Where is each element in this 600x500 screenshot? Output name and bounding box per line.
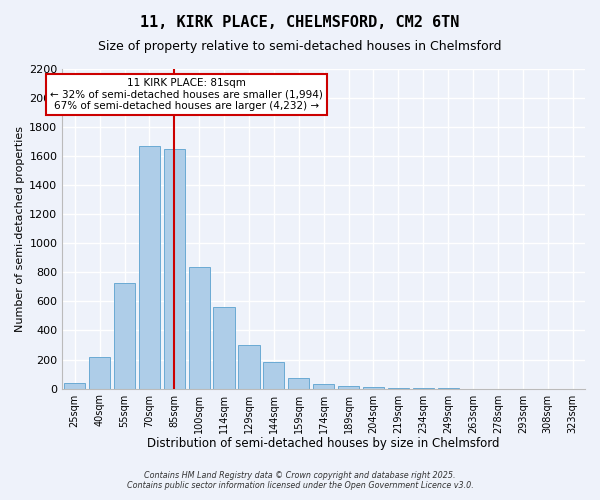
Bar bbox=[338, 386, 359, 388]
Text: Contains HM Land Registry data © Crown copyright and database right 2025.
Contai: Contains HM Land Registry data © Crown c… bbox=[127, 470, 473, 490]
Bar bbox=[214, 307, 235, 388]
Bar bbox=[188, 266, 210, 388]
Bar bbox=[89, 356, 110, 388]
Bar bbox=[288, 378, 310, 388]
Bar bbox=[313, 384, 334, 388]
Bar bbox=[164, 149, 185, 388]
Bar bbox=[139, 146, 160, 388]
Bar bbox=[263, 362, 284, 388]
Bar bbox=[238, 345, 260, 389]
X-axis label: Distribution of semi-detached houses by size in Chelmsford: Distribution of semi-detached houses by … bbox=[148, 437, 500, 450]
Bar bbox=[114, 282, 135, 389]
Bar bbox=[363, 387, 384, 388]
Bar bbox=[64, 383, 85, 388]
Text: 11 KIRK PLACE: 81sqm
← 32% of semi-detached houses are smaller (1,994)
67% of se: 11 KIRK PLACE: 81sqm ← 32% of semi-detac… bbox=[50, 78, 323, 111]
Text: 11, KIRK PLACE, CHELMSFORD, CM2 6TN: 11, KIRK PLACE, CHELMSFORD, CM2 6TN bbox=[140, 15, 460, 30]
Y-axis label: Number of semi-detached properties: Number of semi-detached properties bbox=[15, 126, 25, 332]
Text: Size of property relative to semi-detached houses in Chelmsford: Size of property relative to semi-detach… bbox=[98, 40, 502, 53]
